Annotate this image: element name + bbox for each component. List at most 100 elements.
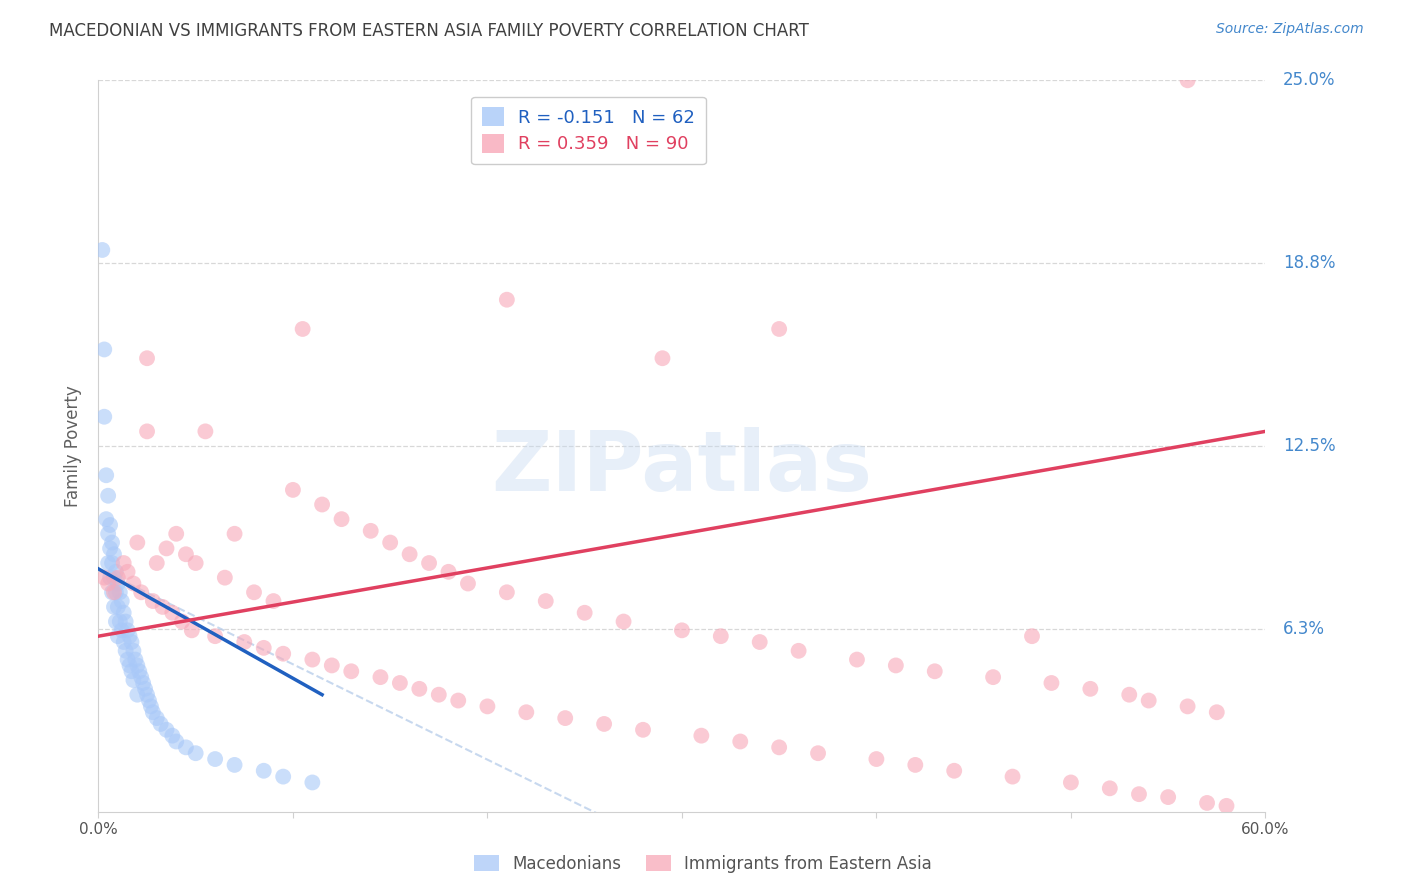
Point — [107, 629, 129, 643]
Point — [117, 565, 139, 579]
Point — [134, 681, 156, 696]
Point — [865, 752, 887, 766]
Text: 25.0%: 25.0% — [1282, 71, 1336, 89]
Point — [388, 676, 411, 690]
Point — [253, 640, 276, 655]
Point — [613, 615, 636, 629]
Point — [117, 624, 139, 638]
Point — [1205, 705, 1227, 719]
Point — [253, 764, 276, 778]
Point — [104, 615, 127, 629]
Point — [165, 526, 187, 541]
Point — [107, 599, 129, 614]
Point — [370, 670, 392, 684]
Point — [136, 351, 159, 366]
Point — [981, 670, 1004, 684]
Point — [447, 693, 470, 707]
Point — [1060, 775, 1083, 789]
Point — [180, 624, 202, 638]
Point — [155, 723, 177, 737]
Point — [111, 594, 134, 608]
Point — [554, 711, 576, 725]
Point — [101, 585, 124, 599]
Point — [224, 758, 246, 772]
Point — [117, 652, 139, 666]
Point — [204, 629, 226, 643]
Point — [142, 705, 165, 719]
Point — [149, 717, 172, 731]
Point — [768, 322, 790, 336]
Point — [204, 752, 226, 766]
Point — [330, 512, 353, 526]
Point — [98, 571, 121, 585]
Point — [184, 556, 207, 570]
Point — [146, 711, 169, 725]
Point — [1040, 676, 1063, 690]
Point — [112, 606, 135, 620]
Point — [1098, 781, 1121, 796]
Point — [127, 688, 149, 702]
Point — [122, 576, 145, 591]
Text: 6.3%: 6.3% — [1282, 620, 1324, 638]
Text: 18.8%: 18.8% — [1282, 254, 1336, 272]
Point — [398, 547, 420, 561]
Point — [107, 571, 129, 585]
Point — [96, 468, 118, 483]
Point — [118, 629, 141, 643]
Point — [214, 571, 236, 585]
Point — [1128, 787, 1150, 801]
Point — [534, 594, 557, 608]
Point — [281, 483, 304, 497]
Point — [787, 644, 810, 658]
Point — [97, 526, 120, 541]
Point — [93, 409, 115, 424]
Point — [91, 243, 114, 257]
Point — [118, 658, 141, 673]
Point — [129, 670, 152, 684]
Text: MACEDONIAN VS IMMIGRANTS FROM EASTERN ASIA FAMILY POVERTY CORRELATION CHART: MACEDONIAN VS IMMIGRANTS FROM EASTERN AS… — [49, 22, 808, 40]
Point — [122, 644, 145, 658]
Point — [233, 635, 256, 649]
Point — [98, 541, 121, 556]
Point — [146, 556, 169, 570]
Point — [1021, 629, 1043, 643]
Point — [96, 512, 118, 526]
Point — [457, 576, 479, 591]
Point — [271, 647, 294, 661]
Point — [162, 729, 184, 743]
Point — [122, 673, 145, 687]
Point — [121, 635, 143, 649]
Point — [418, 556, 440, 570]
Point — [690, 729, 713, 743]
Point — [340, 665, 363, 679]
Point — [194, 425, 217, 439]
Point — [132, 676, 155, 690]
Point — [112, 556, 135, 570]
Point — [112, 635, 135, 649]
Point — [1001, 770, 1024, 784]
Point — [496, 585, 519, 599]
Point — [136, 688, 159, 702]
Point — [943, 764, 966, 778]
Point — [103, 547, 125, 561]
Legend: Macedonians, Immigrants from Eastern Asia: Macedonians, Immigrants from Eastern Asi… — [467, 848, 939, 880]
Point — [138, 693, 160, 707]
Point — [104, 585, 127, 599]
Point — [846, 652, 869, 666]
Point — [574, 606, 596, 620]
Point — [1215, 798, 1237, 813]
Point — [101, 535, 124, 549]
Point — [162, 606, 184, 620]
Point — [301, 652, 323, 666]
Point — [427, 688, 450, 702]
Point — [129, 585, 152, 599]
Point — [174, 547, 197, 561]
Point — [127, 535, 149, 549]
Point — [184, 746, 207, 760]
Point — [262, 594, 284, 608]
Point — [671, 624, 693, 638]
Point — [1080, 681, 1102, 696]
Legend: R = -0.151   N = 62, R = 0.359   N = 90: R = -0.151 N = 62, R = 0.359 N = 90 — [471, 96, 706, 164]
Point — [408, 681, 430, 696]
Point — [103, 585, 125, 599]
